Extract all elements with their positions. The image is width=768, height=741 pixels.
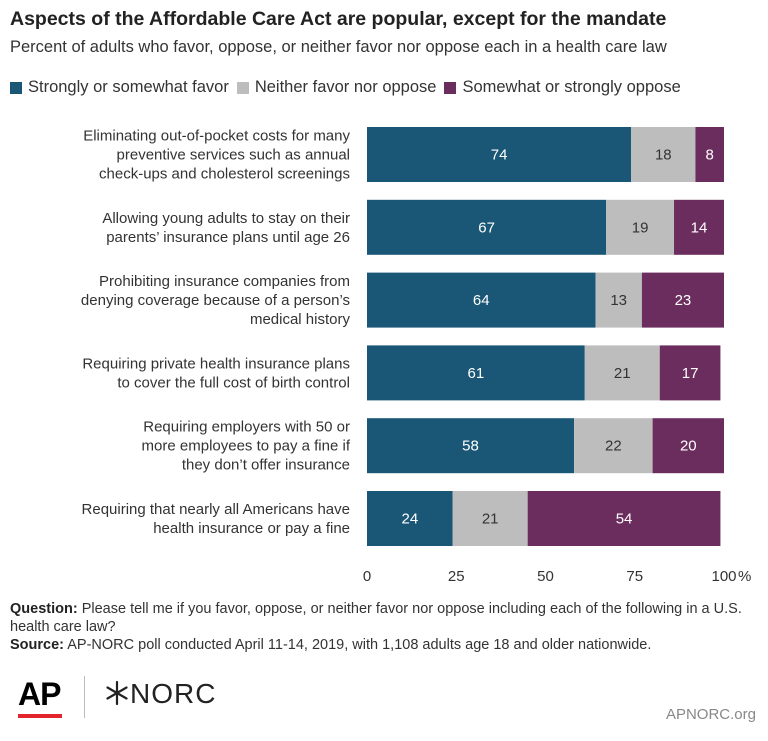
bar-segment-series-1 [574,418,653,474]
bar-segment-series-2 [652,418,724,474]
question-label: Question: [10,601,78,617]
bar-segment-series-0 [367,418,575,474]
bar-segment-series-2 [641,272,724,328]
legend-label-neither: Neither favor nor oppose [254,78,437,96]
chart-title: Aspects of the Affordable Care Act are p… [10,8,667,30]
category-label-line: Prohibiting insurance companies from [99,273,350,290]
category-label-line: parents’ insurance plans until age 26 [106,229,350,246]
category-label: Allowing young adults to stay on their pa… [102,210,350,246]
category-label-line: Requiring private health insurance plans [82,355,350,372]
question-text: Please tell me if you favor, oppose, or … [10,601,742,635]
data-label: 21 [482,511,499,528]
legend-swatch-favor [10,81,22,94]
category-label: Requiring employers with 50 or more emplo… [142,419,351,474]
question-note: Question: Please tell me if you favor, o… [10,600,758,636]
bar-segment-series-2 [527,491,721,546]
bar-segment-series-0 [367,345,585,401]
ap-logo: AP [18,676,61,712]
category-label: Eliminating out-of-pocket costs for many… [83,128,350,183]
data-label: 61 [468,365,485,382]
data-label: 54 [616,511,633,528]
data-label: 24 [401,511,418,528]
legend-label-favor: Strongly or somewhat favor [28,78,229,96]
data-label: 20 [680,438,697,455]
bar-segment-series-1 [584,345,660,401]
chart-subtitle: Percent of adults who favor, oppose, or … [10,38,667,56]
bar-segment-series-1 [631,127,696,182]
data-label: 23 [675,292,692,309]
data-label: 13 [610,292,627,309]
bar-segment-series-2 [695,127,724,182]
category-label-line: denying coverage because of a person’s [81,292,350,309]
norc-logo-text: NORC [130,678,217,709]
legend-label-oppose: Somewhat or strongly oppose [462,78,681,96]
bar-segment-series-0 [367,272,596,328]
norc-logo: NORC [104,678,216,710]
x-tick-label: 0 [363,568,371,585]
data-label: 64 [473,292,490,309]
x-tick-label: 50 [537,568,554,585]
bar-segment-series-1 [606,199,675,255]
source-note: Source: AP-NORC poll conducted April 11-… [10,636,758,654]
data-label: 67 [478,219,495,236]
category-label-line: Requiring that nearly all Americans have [82,501,350,518]
data-label: 21 [614,365,631,382]
category-label-line: health insurance or pay a fine [153,520,350,537]
data-label: 58 [462,438,479,455]
x-axis-unit: % [738,568,751,585]
data-label: 17 [682,365,699,382]
site-url: APNORC.org [665,706,756,723]
data-label: 74 [491,147,508,164]
category-label-line: preventive services such as annual [117,147,350,164]
x-tick-label: 75 [626,568,643,585]
category-label: Prohibiting insurance companies from deny… [81,273,351,328]
bar-segment-series-2 [674,199,724,255]
bar-segment-series-2 [659,345,721,401]
legend-item-oppose: Somewhat or strongly oppose [444,78,681,97]
x-tick-label: 100 [711,568,736,585]
category-label: Requiring that nearly all Americans have… [82,501,350,537]
ap-logo-underline [18,714,62,718]
data-label: 14 [691,219,708,236]
category-label: Requiring private health insurance plans… [82,355,350,391]
category-label-line: they don’t offer insurance [182,457,350,474]
bar-segment-series-1 [452,491,528,546]
data-label: 19 [632,219,649,236]
x-tick-label: 25 [448,568,465,585]
category-label-line: medical history [250,311,351,328]
stacked-bar-chart: Eliminating out-of-pocket costs for many… [81,127,751,585]
category-label-line: check-ups and cholesterol screenings [99,166,350,183]
data-label: 18 [655,147,672,164]
legend-item-favor: Strongly or somewhat favor [10,78,229,97]
bar-segment-series-0 [367,127,632,182]
legend-item-neither: Neither favor nor oppose [236,78,437,97]
footer-notes: Question: Please tell me if you favor, o… [10,600,758,654]
category-label-line: to cover the full cost of birth control [117,374,350,391]
category-label-line: Allowing young adults to stay on their [102,210,350,227]
legend-swatch-neither [236,81,249,94]
category-label-line: Requiring employers with 50 or [143,419,350,436]
asterisk-icon [106,680,128,706]
data-label: 22 [605,438,622,455]
bar-segment-series-0 [367,199,607,255]
source-text: AP-NORC poll conducted April 11-14, 2019… [67,637,652,653]
logo-divider [84,676,85,718]
data-label: 8 [706,147,714,164]
legend-swatch-oppose [444,81,457,94]
legend: Strongly or somewhat favor Neither favor… [10,78,689,97]
category-label-line: Eliminating out-of-pocket costs for many [83,128,350,145]
bar-segment-series-0 [367,491,453,546]
source-label: Source: [10,637,64,653]
bar-segment-series-1 [595,272,642,328]
category-label-line: more employees to pay a fine if [142,438,351,455]
